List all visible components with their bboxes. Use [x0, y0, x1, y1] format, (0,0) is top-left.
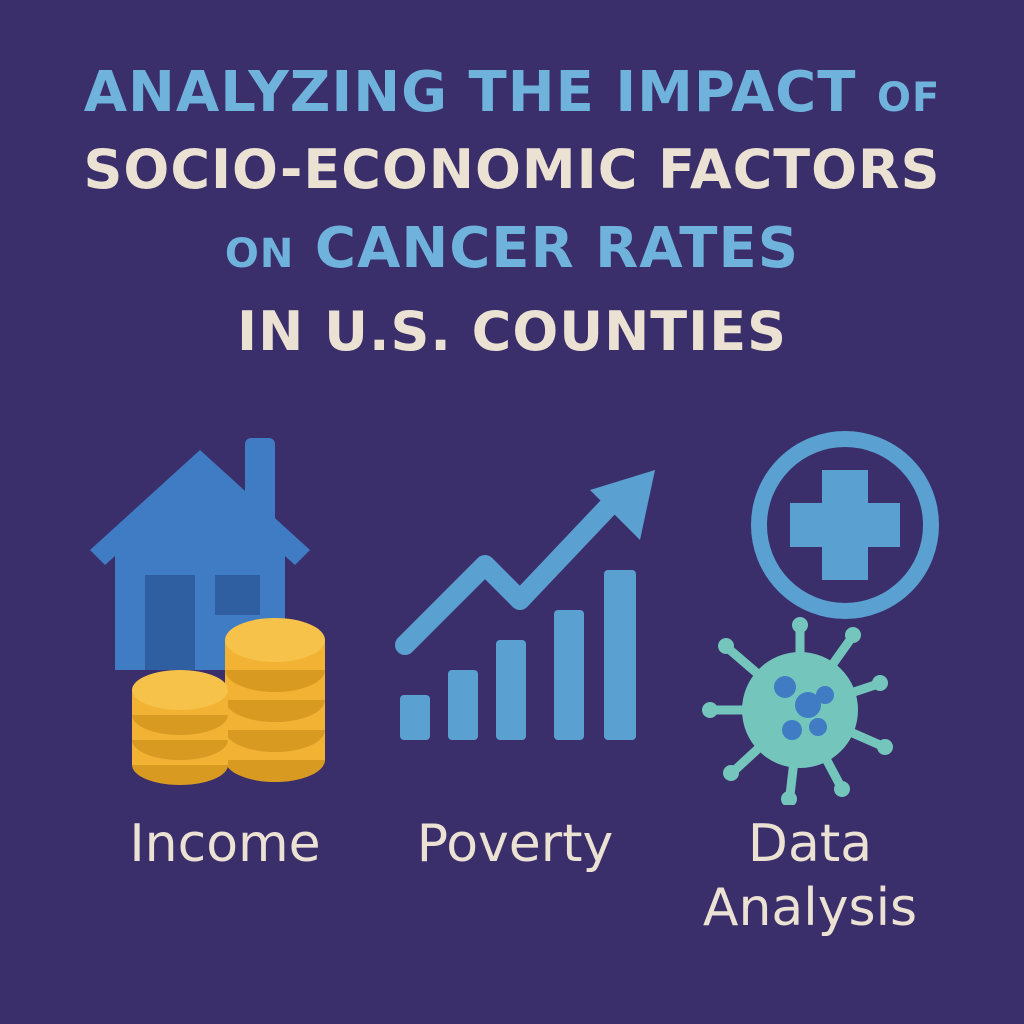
medical-plus: [790, 470, 900, 580]
bar-3: [496, 640, 526, 740]
virus-nucleus: [774, 676, 834, 740]
bar-5: [604, 570, 636, 740]
house-coins-icon: [80, 430, 340, 800]
title-line-1: ANALYZING THE IMPACT OF: [0, 60, 1024, 125]
trend-arrowhead: [590, 470, 655, 540]
title-line-3: ON CANCER RATES: [0, 216, 1024, 281]
rising-bar-chart-icon: [390, 465, 660, 745]
virus-spike-tips: [702, 617, 893, 805]
title-line-1-main: ANALYZING THE IMPACT: [83, 60, 857, 125]
caption-analysis: Analysis: [702, 878, 918, 938]
coin-stack-short: [132, 670, 228, 785]
bar-2: [448, 670, 478, 740]
bar-4: [554, 610, 584, 740]
title-line-4: IN U.S. COUNTIES: [237, 300, 787, 363]
title-line-2: SOCIO-ECONOMIC FACTORS: [83, 138, 941, 201]
caption-poverty: Poverty: [416, 814, 614, 874]
caption-data-analysis: Data Analysis: [660, 812, 960, 940]
caption-income: Income: [129, 814, 321, 874]
trend-line: [395, 495, 620, 655]
title-line-3-main: CANCER RATES: [314, 216, 800, 281]
house-roof: [90, 450, 310, 565]
bar-1: [400, 695, 430, 740]
title-line-3-small: ON: [224, 231, 295, 277]
title-line-1-small: OF: [876, 75, 941, 121]
caption-data: Data: [747, 814, 873, 874]
coin-stack-tall: [225, 618, 325, 782]
medical-virus-icon: [700, 425, 950, 805]
house-window: [215, 575, 260, 615]
medical-circle: [751, 431, 939, 619]
house-door: [145, 575, 195, 670]
